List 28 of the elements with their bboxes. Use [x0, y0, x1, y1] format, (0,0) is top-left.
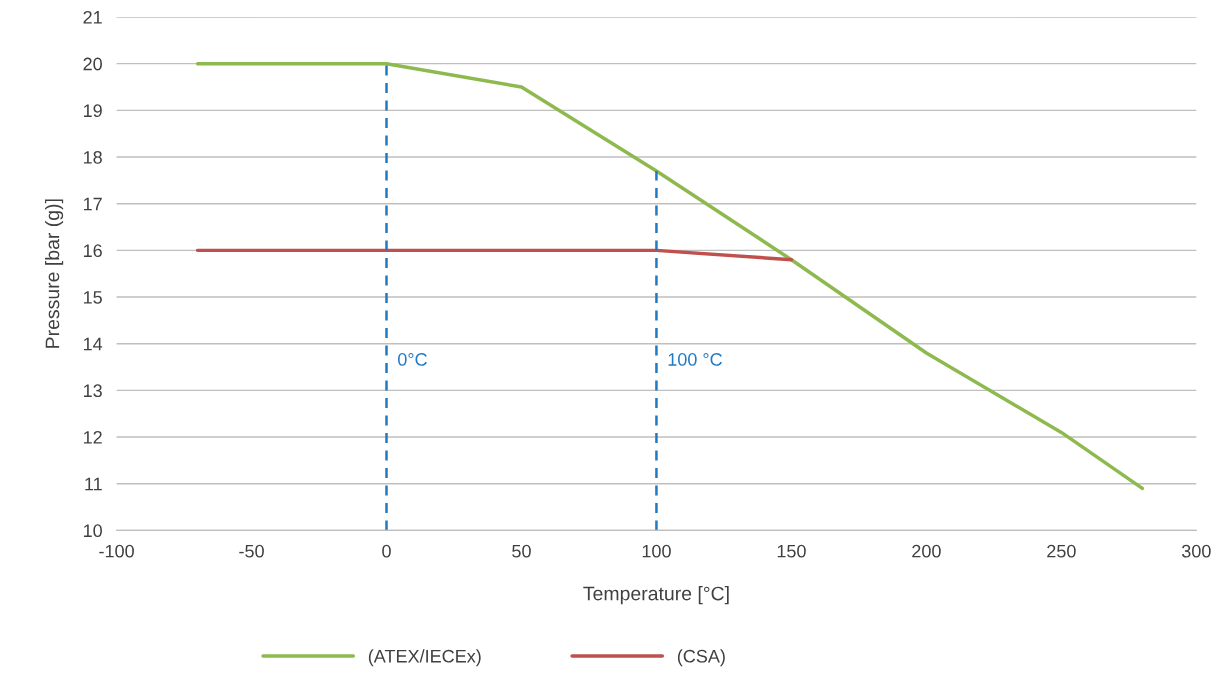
y-tick-label: 14 — [83, 337, 103, 351]
x-tick-label: 200 — [912, 544, 941, 558]
x-tick-label: 300 — [1181, 544, 1211, 558]
y-tick-label: 12 — [83, 430, 102, 444]
y-axis-title: Pressure [bar (g)] — [45, 199, 64, 348]
x-tick-label: 50 — [512, 544, 531, 558]
ref-line-label: 100 °C — [668, 353, 722, 366]
line-series — [195, 61, 1145, 491]
x-tick-label: 250 — [1047, 544, 1076, 558]
legend-label: (ATEX/IECEx) — [368, 649, 481, 667]
y-tick-label: 11 — [85, 477, 102, 491]
legend-label: (CSA) — [677, 649, 725, 667]
y-tick-label: 16 — [83, 244, 102, 258]
x-tick-label: -100 — [99, 544, 134, 558]
x-tick-label: -50 — [239, 544, 264, 558]
y-tick-label: 13 — [83, 384, 102, 398]
y-tick-label: 19 — [83, 104, 102, 118]
y-tick-label: 15 — [83, 291, 102, 304]
x-tick-label: 150 — [777, 544, 806, 558]
x-axis-title: Temperature [°C] — [583, 586, 729, 605]
y-tick-label: 18 — [83, 150, 102, 164]
x-tick-label: 100 — [642, 544, 671, 558]
ref-line-label: 0°C — [398, 353, 427, 366]
x-tick-label: 0 — [382, 544, 391, 558]
y-tick-label: 10 — [83, 524, 102, 538]
y-tick-label: 20 — [83, 57, 102, 71]
y-tick-label: 17 — [83, 197, 102, 211]
y-tick-label: 21 — [83, 10, 102, 24]
